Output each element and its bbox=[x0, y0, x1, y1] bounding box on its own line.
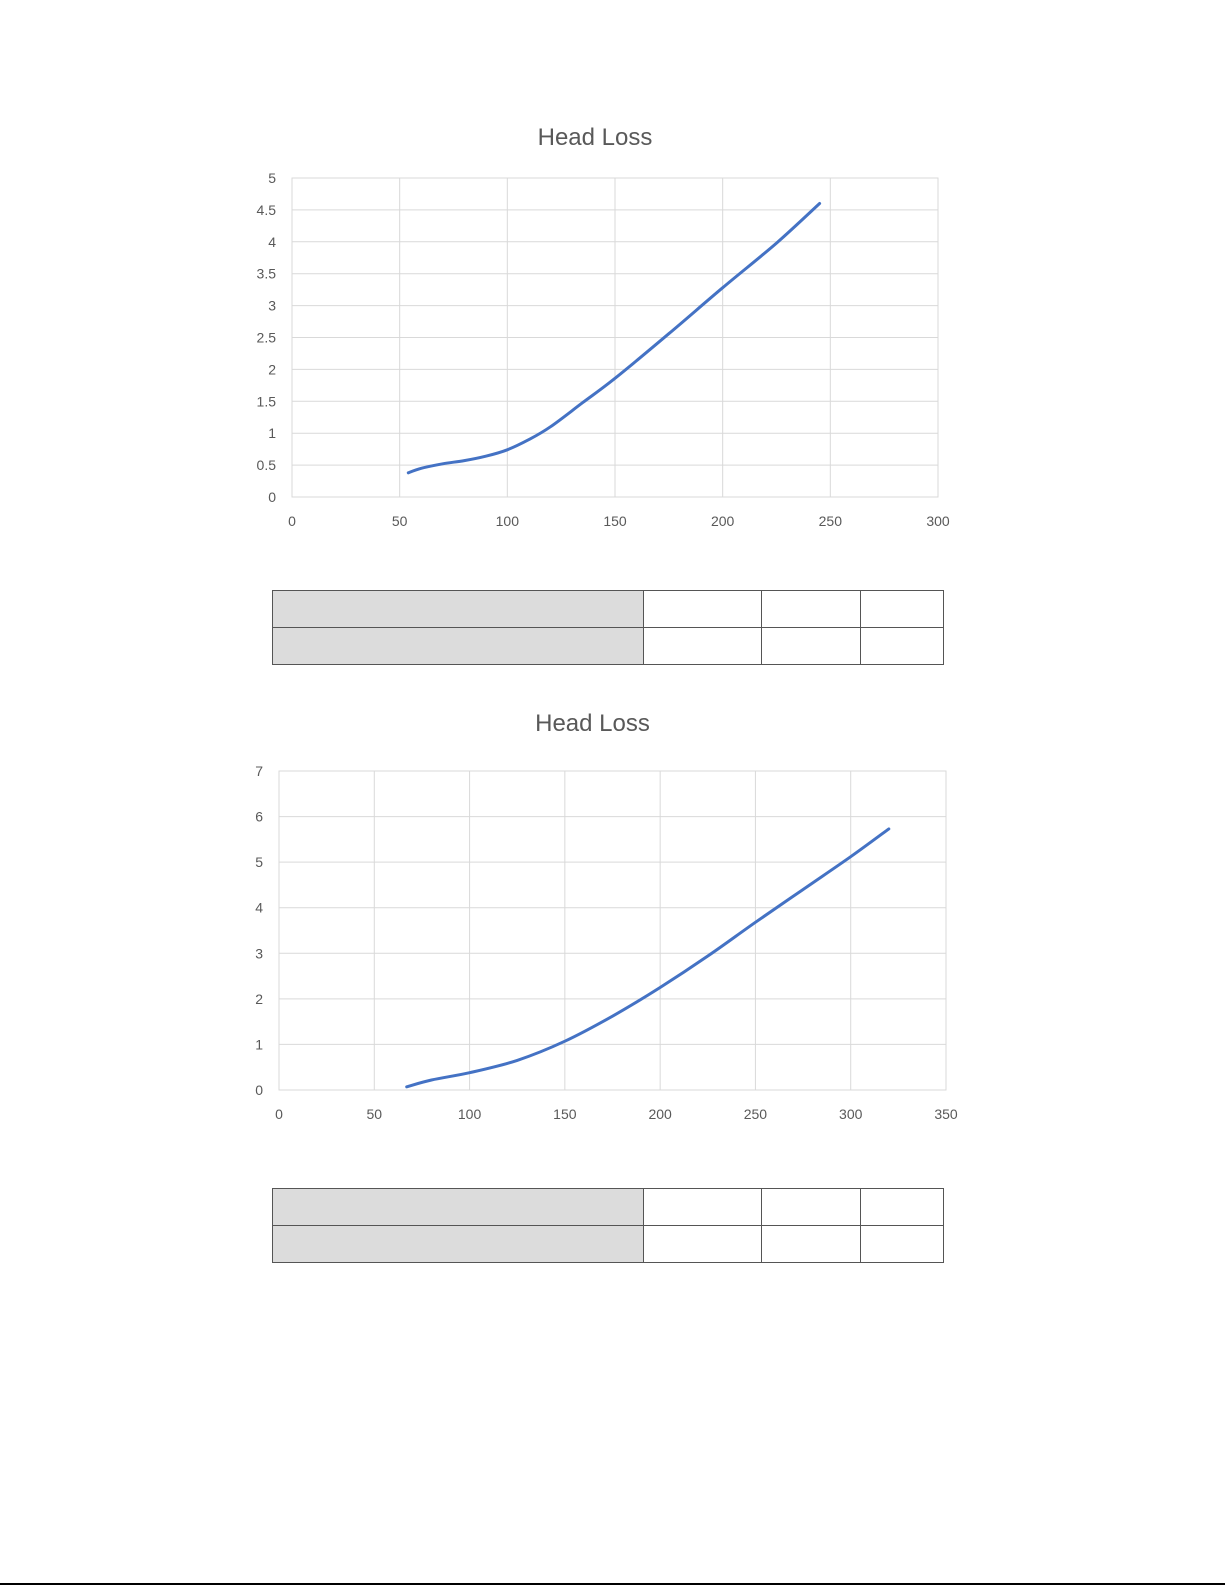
head-loss-chart-1: Head Loss 0 0.5 1 1.5 2 2.5 3 3.5 4 4.5 5 0 50 100 150 2… bbox=[0, 110, 1225, 550]
y-tick-label: 7 bbox=[255, 763, 263, 779]
x-tick-label: 250 bbox=[819, 513, 843, 529]
table-row bbox=[272, 1188, 944, 1226]
y-tick-label: 2 bbox=[268, 361, 276, 377]
table-cell bbox=[761, 1188, 861, 1226]
table-row bbox=[272, 627, 944, 665]
x-tick-label: 50 bbox=[366, 1106, 382, 1122]
table-row bbox=[272, 590, 944, 628]
series-line bbox=[405, 827, 891, 1089]
table-cell bbox=[272, 1225, 644, 1263]
data-table-1 bbox=[272, 590, 944, 665]
y-tick-label: 4 bbox=[255, 900, 263, 916]
x-tick-label: 50 bbox=[392, 513, 408, 529]
table-cell bbox=[761, 1225, 861, 1263]
head-loss-chart-2: Head Loss 0 1 2 3 4 5 6 7 0 50 100 150 200 250 300 350 bbox=[0, 695, 1225, 1135]
page-bottom-rule bbox=[0, 1583, 1225, 1585]
x-tick-label: 350 bbox=[934, 1106, 958, 1122]
x-tick-label: 150 bbox=[553, 1106, 577, 1122]
chart-2-svg: Head Loss 0 1 2 3 4 5 6 7 0 50 100 150 200 250 300 350 bbox=[255, 710, 958, 1122]
y-tick-label: 3 bbox=[255, 945, 263, 961]
x-tick-label: 150 bbox=[603, 513, 627, 529]
y-tick-label: 5 bbox=[268, 170, 276, 186]
y-tick-label: 2.5 bbox=[257, 330, 277, 346]
table-cell bbox=[643, 590, 762, 628]
table-row bbox=[272, 1225, 944, 1263]
table-cell bbox=[761, 627, 861, 665]
table-cell bbox=[860, 627, 944, 665]
x-tick-label: 250 bbox=[744, 1106, 768, 1122]
data-table-2 bbox=[272, 1188, 944, 1263]
table-cell bbox=[643, 1225, 762, 1263]
table-cell bbox=[272, 590, 644, 628]
y-tick-label: 6 bbox=[255, 809, 263, 825]
plot-area-border bbox=[291, 177, 939, 498]
x-tick-label: 300 bbox=[926, 513, 950, 529]
x-tick-label: 300 bbox=[839, 1106, 863, 1122]
y-tick-label: 3.5 bbox=[257, 266, 277, 282]
x-tick-label: 100 bbox=[496, 513, 520, 529]
table-cell bbox=[643, 627, 762, 665]
table-cell bbox=[761, 590, 861, 628]
table-cell bbox=[643, 1188, 762, 1226]
chart-title: Head Loss bbox=[538, 124, 653, 151]
series-line bbox=[406, 202, 822, 475]
x-tick-label: 200 bbox=[648, 1106, 672, 1122]
y-tick-label: 4.5 bbox=[257, 202, 277, 218]
x-tick-label: 0 bbox=[288, 513, 296, 529]
table-cell bbox=[860, 1225, 944, 1263]
table-cell bbox=[272, 627, 644, 665]
y-tick-label: 0 bbox=[255, 1082, 263, 1098]
y-tick-label: 1 bbox=[268, 425, 276, 441]
y-tick-label: 1.5 bbox=[257, 393, 277, 409]
table-cell bbox=[272, 1188, 644, 1226]
y-tick-label: 5 bbox=[255, 854, 263, 870]
y-tick-label: 3 bbox=[268, 298, 276, 314]
x-tick-label: 200 bbox=[711, 513, 735, 529]
table-cell bbox=[860, 590, 944, 628]
plot-area-border bbox=[278, 770, 947, 1091]
y-tick-label: 0.5 bbox=[257, 457, 277, 473]
x-tick-label: 0 bbox=[275, 1106, 283, 1122]
y-tick-label: 2 bbox=[255, 991, 263, 1007]
x-tick-label: 100 bbox=[458, 1106, 482, 1122]
y-tick-label: 1 bbox=[255, 1036, 263, 1052]
y-tick-label: 0 bbox=[268, 489, 276, 505]
table-cell bbox=[860, 1188, 944, 1226]
chart-title: Head Loss bbox=[535, 710, 650, 737]
y-tick-label: 4 bbox=[268, 234, 276, 250]
